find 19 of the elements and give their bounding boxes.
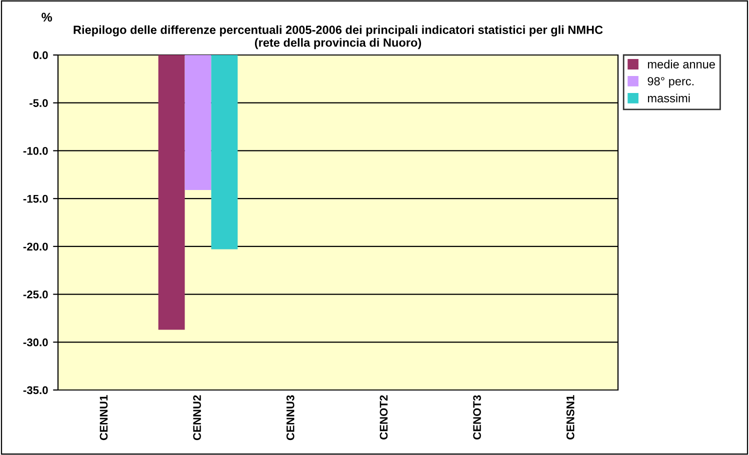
- x-tick-label: CENOT2: [380, 395, 388, 440]
- y-tick-label: 0.0: [33, 51, 48, 60]
- y-tick-label: -20.0: [23, 242, 48, 251]
- x-tick-label: CENOT3: [473, 395, 481, 440]
- y-tick-label: -10.0: [23, 146, 48, 155]
- legend-label: 98° perc.: [648, 77, 694, 88]
- y-tick-label: -25.0: [23, 290, 48, 298]
- y-tick-label: -30.0: [23, 338, 48, 346]
- x-tick-label: CENNU3: [286, 395, 294, 440]
- x-tick-label: CENSN1: [566, 395, 574, 440]
- legend-label: massimi: [648, 94, 690, 102]
- y-tick-label: -35.0: [23, 386, 48, 394]
- y-axis-title: %: [42, 12, 52, 22]
- x-tick-label: CENNU2: [193, 395, 201, 440]
- chart-title: Riepilogo delle differenze percentuali 2005-2006 dei principali indicatori statistici per gli NMHC (rete della provincia di Nuoro): [74, 25, 603, 50]
- x-tick-label: CENNU1: [100, 395, 108, 440]
- legend-label: medie annue: [648, 60, 715, 68]
- y-tick-label: -15.0: [23, 194, 48, 203]
- y-tick-label: -5.0: [30, 99, 48, 107]
